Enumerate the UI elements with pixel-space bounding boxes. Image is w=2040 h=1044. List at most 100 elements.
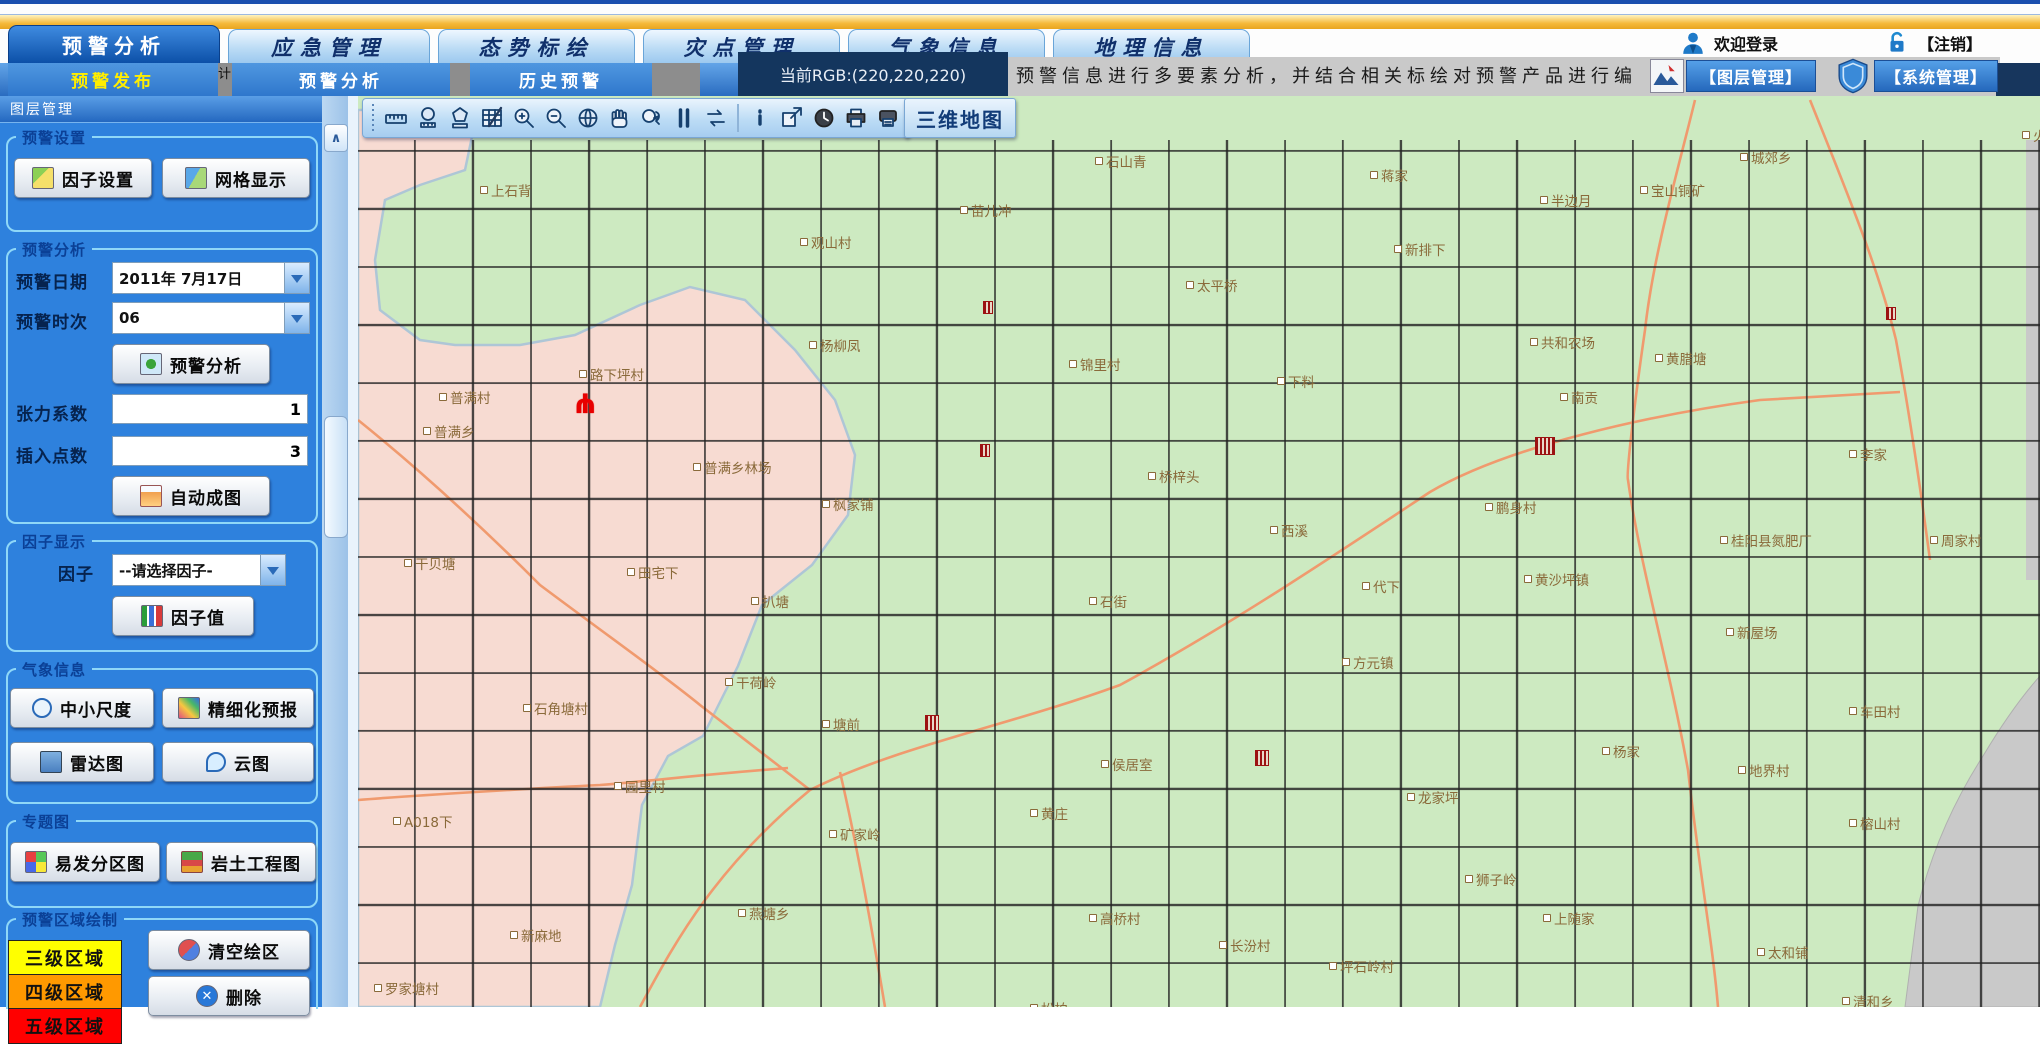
map-place-label: 燕塘乡 — [738, 903, 790, 923]
place-marker — [627, 568, 635, 576]
place-marker — [738, 909, 746, 917]
place-marker — [1640, 186, 1648, 194]
region-legend-item[interactable]: 四级区域 — [8, 974, 122, 1010]
factor-settings-icon — [32, 167, 54, 189]
map-place-label: 锦里村 — [1069, 354, 1121, 374]
zoom-in-icon[interactable] — [509, 103, 539, 133]
delete-button[interactable]: 删除 — [148, 976, 310, 1016]
ruler-icon[interactable] — [381, 103, 411, 133]
map-place-label: 石街 — [1089, 591, 1127, 611]
scrollbar-thumb[interactable] — [324, 416, 348, 538]
map-place-label: 榕山村 — [1849, 813, 1901, 833]
map-place-label: 火 — [2022, 125, 2040, 145]
auto-chart-button[interactable]: 自动成图 — [112, 476, 270, 516]
sub-tab[interactable]: 预警发布 — [8, 63, 218, 96]
map-place-label: 塘前 — [822, 714, 860, 734]
map-place-label: 普满村 — [439, 387, 491, 407]
pause-icon[interactable] — [669, 103, 699, 133]
place-marker — [693, 463, 701, 471]
layer-mgmt-button[interactable]: 【图层管理】 — [1686, 60, 1816, 92]
region-legend-item[interactable]: 五级区域 — [8, 1008, 122, 1044]
place-marker — [1485, 503, 1493, 511]
print-alt-icon[interactable] — [873, 103, 903, 133]
place-marker — [1342, 658, 1350, 666]
date-label: 预警日期 — [16, 273, 88, 293]
fine-forecast-button[interactable]: 精细化预报 — [162, 688, 314, 728]
logout-button[interactable]: 【注销】 — [1884, 30, 1982, 56]
warning-analyze-button[interactable]: 预警分析 — [112, 344, 270, 384]
sub-tab[interactable]: 历史预警 — [470, 63, 652, 96]
welcome-area[interactable]: 欢迎登录 — [1680, 30, 1778, 56]
clear-draw-button[interactable]: 清空绘区 — [148, 930, 310, 970]
time-combobox[interactable]: 06 — [112, 302, 310, 334]
meso-scale-button[interactable]: 中小尺度 — [10, 688, 154, 728]
disaster-cluster-marker — [980, 444, 990, 457]
chevron-down-icon[interactable] — [260, 555, 285, 585]
print-icon[interactable] — [841, 103, 871, 133]
map-place-label: 方元镇 — [1342, 652, 1394, 672]
map-place-label: 代下 — [1362, 576, 1400, 596]
map-place-label: 蒋家 — [1370, 165, 1408, 185]
date-combobox[interactable]: 2011年 7月17日 — [112, 262, 310, 294]
main-tab[interactable]: 态势标绘 — [438, 29, 635, 63]
panel-scrollbar[interactable]: ∧ — [322, 96, 348, 1007]
map-place-label: 罗家塘村 — [374, 978, 439, 998]
globe-icon[interactable] — [573, 103, 603, 133]
info-icon[interactable] — [745, 103, 775, 133]
polygon-measure-icon[interactable] — [445, 103, 475, 133]
chevron-down-icon[interactable] — [284, 303, 309, 333]
warning-analyze-icon — [140, 353, 162, 375]
scroll-up-arrow[interactable]: ∧ — [324, 124, 348, 152]
place-marker — [1524, 575, 1532, 583]
chevron-down-icon[interactable] — [284, 263, 309, 293]
logout-label: 【注销】 — [1917, 35, 1982, 54]
cloud-map-button[interactable]: 云图 — [162, 742, 314, 782]
radar-map-button[interactable]: 雷达图 — [10, 742, 154, 782]
circle-measure-icon[interactable] — [413, 103, 443, 133]
map-place-label: 上随家 — [1543, 908, 1595, 928]
map-canvas[interactable]: 上石背 观山村 苗儿冲 石山青 太平桥 蒋家 半边月 宝山铜矿 城郊乡 火新排下 共和农场 黄腊塘 南贡… — [358, 96, 2040, 1007]
tension-input[interactable] — [112, 394, 308, 424]
map-place-label: 太平桥 — [1186, 275, 1238, 295]
map-3d-button[interactable]: 三维地图 — [904, 98, 1016, 138]
susceptibility-map-icon — [25, 851, 47, 873]
place-marker — [1069, 360, 1077, 368]
region-legend-item[interactable]: 三级区域 — [8, 940, 122, 976]
clock-icon[interactable] — [809, 103, 839, 133]
map-place-label: 路下坪村 — [579, 364, 644, 384]
toolbar-separator — [737, 104, 739, 132]
grid-edit-icon[interactable] — [477, 103, 507, 133]
map-place-label: 新屋场 — [1726, 622, 1778, 642]
pan-hand-icon[interactable] — [605, 103, 635, 133]
map-place-label: 扒塘 — [751, 591, 789, 611]
points-input[interactable] — [112, 436, 308, 466]
toolbar-grip[interactable] — [369, 104, 377, 132]
top-white-strip — [0, 4, 2040, 15]
main-tab[interactable]: 应急管理 — [228, 29, 430, 63]
map-place-label: 清和乡 — [1842, 991, 1894, 1007]
swap-arrows-icon[interactable] — [701, 103, 731, 133]
map-place-label: 枫家铺 — [822, 494, 874, 514]
place-marker — [510, 931, 518, 939]
factor-value-button[interactable]: 因子值 — [112, 596, 254, 636]
map-place-label: 车田村 — [1849, 701, 1901, 721]
place-marker — [393, 817, 401, 825]
export-icon[interactable] — [777, 103, 807, 133]
factor-settings-button[interactable]: 因子设置 — [14, 158, 152, 198]
susceptibility-map-button[interactable]: 易发分区图 — [10, 842, 160, 882]
zoom-extent-icon[interactable] — [637, 103, 667, 133]
place-marker — [1030, 809, 1038, 817]
main-tab[interactable]: 预警分析 — [8, 25, 220, 63]
geotech-map-button[interactable]: 岩土工程图 — [166, 842, 316, 882]
place-marker — [1720, 536, 1728, 544]
factor-combobox[interactable]: --请选择因子- — [112, 554, 286, 586]
cloud-map-icon — [206, 752, 226, 772]
grid-display-button[interactable]: 网格显示 — [162, 158, 310, 198]
sub-tab[interactable]: 预警分析 — [232, 63, 450, 96]
sys-mgmt-button[interactable]: 【系统管理】 — [1874, 60, 1998, 92]
radar-map-icon — [40, 751, 62, 773]
map-place-label: 宝山铜矿 — [1640, 180, 1705, 200]
map-place-label: 园里村 — [614, 776, 666, 796]
red-anchor-marker: ψ — [575, 392, 596, 422]
zoom-out-icon[interactable] — [541, 103, 571, 133]
